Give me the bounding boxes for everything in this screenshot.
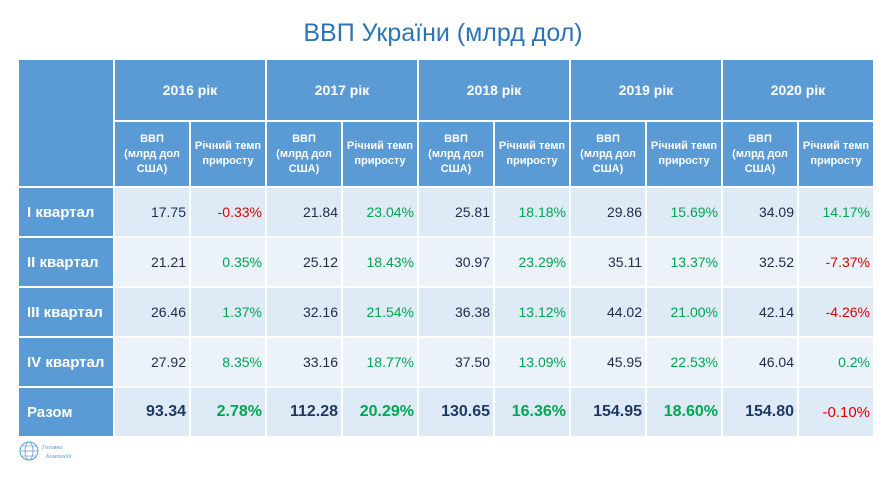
year-header: 2020 рік: [721, 58, 875, 122]
table-row: Разом 93.34 2.78% 112.28 20.29% 130.65 16.36% 1…: [17, 386, 875, 438]
growth-rate-cell: 13.37%: [645, 236, 723, 288]
corner-header-cell: [17, 58, 115, 188]
gdp-value-cell: 25.12: [265, 236, 343, 288]
gdp-value-cell: 21.21: [113, 236, 191, 288]
growth-rate-cell: 18.60%: [645, 386, 723, 438]
year-header: 2018 рік: [417, 58, 571, 122]
growth-rate-cell: -0.10%: [797, 386, 875, 438]
gdp-value-cell: 27.92: [113, 336, 191, 388]
table-row: IV квартал 27.92 8.35% 33.16 18.77% 37.50 13.0…: [17, 336, 875, 388]
growth-rate-cell: 18.43%: [341, 236, 419, 288]
growth-rate-cell: 0.2%: [797, 336, 875, 388]
gdp-value-cell: 35.11: [569, 236, 647, 288]
gdp-subheader: ВВП (млрд дол США): [113, 120, 191, 188]
gdp-value-cell: 29.86: [569, 186, 647, 238]
gdp-value-cell: 17.75: [113, 186, 191, 238]
logo-text-line2: Компаніїя: [45, 454, 72, 460]
gdp-value-cell: 154.95: [569, 386, 647, 438]
gdp-value-cell: 32.52: [721, 236, 799, 288]
growth-rate-cell: 23.04%: [341, 186, 419, 238]
growth-rate-cell: 0.35%: [189, 236, 267, 288]
growth-rate-cell: -0.33%: [189, 186, 267, 238]
table-row: ІІІ квартал 26.46 1.37% 32.16 21.54% 36.38 13.…: [17, 286, 875, 338]
gdp-value-cell: 46.04: [721, 336, 799, 388]
gdp-value-cell: 37.50: [417, 336, 495, 388]
gdp-value-cell: 42.14: [721, 286, 799, 338]
gdp-value-cell: 26.46: [113, 286, 191, 338]
row-label: ІІ квартал: [17, 236, 115, 288]
gdp-subheader: ВВП (млрд дол США): [721, 120, 799, 188]
growth-rate-cell: -7.37%: [797, 236, 875, 288]
growth-rate-cell: 2.78%: [189, 386, 267, 438]
globe-logo-icon: Головна Компаніїя: [19, 441, 72, 461]
gdp-subheader: ВВП (млрд дол США): [569, 120, 647, 188]
gdp-value-cell: 25.81: [417, 186, 495, 238]
growth-rate-cell: 20.29%: [341, 386, 419, 438]
growth-rate-cell: 18.18%: [493, 186, 571, 238]
growth-rate-cell: 16.36%: [493, 386, 571, 438]
gdp-value-cell: 34.09: [721, 186, 799, 238]
row-label: І квартал: [17, 186, 115, 238]
gdp-value-cell: 154.80: [721, 386, 799, 438]
gdp-value-cell: 112.28: [265, 386, 343, 438]
row-label: ІІІ квартал: [17, 286, 115, 338]
gdp-table: 2016 рік 2017 рік 2018 рік 2019 рік 2020…: [17, 58, 875, 438]
year-header: 2019 рік: [569, 58, 723, 122]
gdp-value-cell: 36.38: [417, 286, 495, 338]
row-label: Разом: [17, 386, 115, 438]
year-header: 2017 рік: [265, 58, 419, 122]
logo-text-line1: Головна: [41, 445, 62, 451]
growth-rate-cell: 15.69%: [645, 186, 723, 238]
growth-rate-cell: 14.17%: [797, 186, 875, 238]
gdp-value-cell: 44.02: [569, 286, 647, 338]
gdp-value-cell: 130.65: [417, 386, 495, 438]
gdp-value-cell: 21.84: [265, 186, 343, 238]
growth-rate-cell: 21.00%: [645, 286, 723, 338]
table-row: І квартал 17.75 -0.33% 21.84 23.04% 25.81 18.1…: [17, 186, 875, 238]
growth-subheader: Річний темп приросту: [645, 120, 723, 188]
gdp-value-cell: 32.16: [265, 286, 343, 338]
growth-rate-cell: -4.26%: [797, 286, 875, 338]
growth-subheader: Річний темп приросту: [797, 120, 875, 188]
growth-rate-cell: 13.09%: [493, 336, 571, 388]
growth-rate-cell: 8.35%: [189, 336, 267, 388]
gdp-value-cell: 33.16: [265, 336, 343, 388]
growth-subheader: Річний темп приросту: [341, 120, 419, 188]
page-title: ВВП України (млрд дол​): [303, 19, 583, 47]
growth-rate-cell: 1.37%: [189, 286, 267, 338]
growth-rate-cell: 21.54%: [341, 286, 419, 338]
gdp-subheader: ВВП (млрд дол США): [417, 120, 495, 188]
growth-rate-cell: 23.29%: [493, 236, 571, 288]
growth-subheader: Річний темп приросту: [493, 120, 571, 188]
growth-rate-cell: 22.53%: [645, 336, 723, 388]
gdp-value-cell: 93.34: [113, 386, 191, 438]
row-label: IV квартал: [17, 336, 115, 388]
gdp-value-cell: 45.95: [569, 336, 647, 388]
growth-rate-cell: 13.12%: [493, 286, 571, 338]
table-row: ІІ квартал 21.21 0.35% 25.12 18.43% 30.97 23.2…: [17, 236, 875, 288]
year-header: 2016 рік: [113, 58, 267, 122]
gdp-subheader: ВВП (млрд дол США): [265, 120, 343, 188]
growth-rate-cell: 18.77%: [341, 336, 419, 388]
company-logo: Головна Компаніїя: [18, 438, 88, 464]
gdp-value-cell: 30.97: [417, 236, 495, 288]
growth-subheader: Річний темп приросту: [189, 120, 267, 188]
